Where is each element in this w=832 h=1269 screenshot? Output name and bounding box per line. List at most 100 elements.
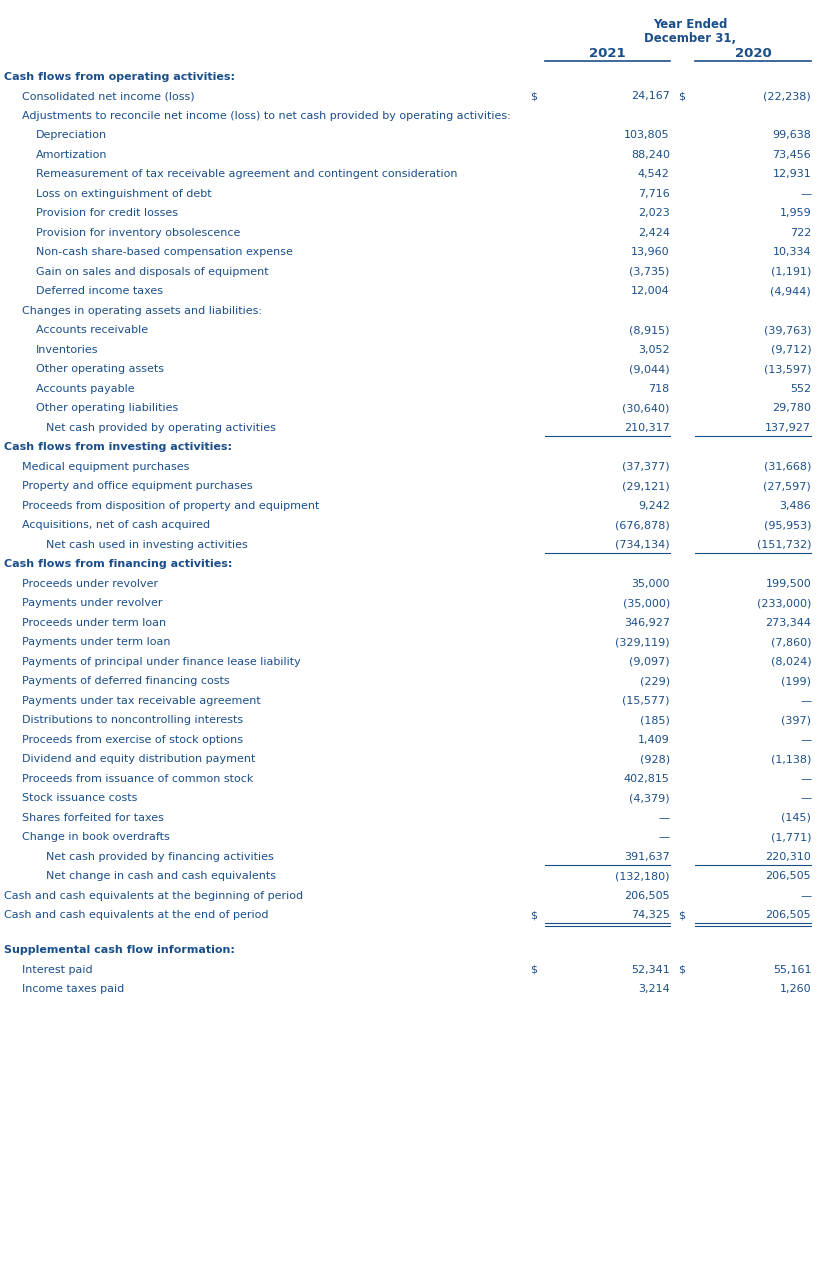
Text: Cash flows from investing activities:: Cash flows from investing activities:	[4, 443, 232, 452]
Text: Proceeds from disposition of property and equipment: Proceeds from disposition of property an…	[22, 501, 319, 510]
Text: (734,134): (734,134)	[615, 539, 670, 549]
Text: 718: 718	[648, 383, 670, 393]
Text: (1,771): (1,771)	[770, 832, 811, 843]
Text: Interest paid: Interest paid	[22, 964, 92, 975]
Text: —: —	[800, 891, 811, 901]
Text: Net cash provided by financing activities: Net cash provided by financing activitie…	[46, 851, 274, 862]
Text: Acquisitions, net of cash acquired: Acquisitions, net of cash acquired	[22, 520, 210, 530]
Text: (151,732): (151,732)	[756, 539, 811, 549]
Text: December 31,: December 31,	[645, 32, 736, 44]
Text: (9,097): (9,097)	[629, 657, 670, 666]
Text: (132,180): (132,180)	[615, 872, 670, 881]
Text: 74,325: 74,325	[631, 910, 670, 920]
Text: Other operating assets: Other operating assets	[36, 364, 164, 374]
Text: 4,542: 4,542	[638, 169, 670, 179]
Text: 3,052: 3,052	[638, 345, 670, 355]
Text: 199,500: 199,500	[765, 579, 811, 589]
Text: Medical equipment purchases: Medical equipment purchases	[22, 462, 190, 472]
Text: 3,214: 3,214	[638, 985, 670, 995]
Text: Amortization: Amortization	[36, 150, 107, 160]
Text: 2,424: 2,424	[638, 227, 670, 237]
Text: (145): (145)	[781, 812, 811, 822]
Text: (1,191): (1,191)	[770, 266, 811, 277]
Text: Provision for credit losses: Provision for credit losses	[36, 208, 178, 218]
Text: —: —	[659, 812, 670, 822]
Text: $: $	[678, 964, 685, 975]
Text: Payments of deferred financing costs: Payments of deferred financing costs	[22, 676, 230, 687]
Text: Payments under tax receivable agreement: Payments under tax receivable agreement	[22, 695, 260, 706]
Text: (3,735): (3,735)	[629, 266, 670, 277]
Text: (329,119): (329,119)	[615, 637, 670, 647]
Text: —: —	[659, 832, 670, 843]
Text: Payments under term loan: Payments under term loan	[22, 637, 171, 647]
Text: 210,317: 210,317	[624, 423, 670, 433]
Text: Cash and cash equivalents at the beginning of period: Cash and cash equivalents at the beginni…	[4, 891, 303, 901]
Text: Other operating liabilities: Other operating liabilities	[36, 404, 178, 414]
Text: (9,712): (9,712)	[770, 345, 811, 355]
Text: —: —	[800, 793, 811, 803]
Text: Shares forfeited for taxes: Shares forfeited for taxes	[22, 812, 164, 822]
Text: 35,000: 35,000	[631, 579, 670, 589]
Text: Accounts payable: Accounts payable	[36, 383, 135, 393]
Text: 29,780: 29,780	[772, 404, 811, 414]
Text: 2,023: 2,023	[638, 208, 670, 218]
Text: 13,960: 13,960	[631, 247, 670, 258]
Text: 10,334: 10,334	[773, 247, 811, 258]
Text: (185): (185)	[640, 716, 670, 726]
Text: (15,577): (15,577)	[622, 695, 670, 706]
Text: 137,927: 137,927	[765, 423, 811, 433]
Text: Income taxes paid: Income taxes paid	[22, 985, 124, 995]
Text: (35,000): (35,000)	[622, 598, 670, 608]
Text: Changes in operating assets and liabilities:: Changes in operating assets and liabilit…	[22, 306, 262, 316]
Text: (31,668): (31,668)	[764, 462, 811, 472]
Text: (30,640): (30,640)	[622, 404, 670, 414]
Text: (7,860): (7,860)	[770, 637, 811, 647]
Text: (8,915): (8,915)	[629, 325, 670, 335]
Text: 99,638: 99,638	[772, 131, 811, 141]
Text: (676,878): (676,878)	[615, 520, 670, 530]
Text: (233,000): (233,000)	[757, 598, 811, 608]
Text: 2020: 2020	[735, 47, 771, 60]
Text: Proceeds from exercise of stock options: Proceeds from exercise of stock options	[22, 735, 243, 745]
Text: 12,931: 12,931	[772, 169, 811, 179]
Text: Payments of principal under finance lease liability: Payments of principal under finance leas…	[22, 657, 300, 666]
Text: (22,238): (22,238)	[764, 91, 811, 102]
Text: 206,505: 206,505	[624, 891, 670, 901]
Text: Net cash used in investing activities: Net cash used in investing activities	[46, 539, 248, 549]
Text: —: —	[800, 774, 811, 784]
Text: 52,341: 52,341	[631, 964, 670, 975]
Text: (199): (199)	[781, 676, 811, 687]
Text: 346,927: 346,927	[624, 618, 670, 628]
Text: $: $	[678, 910, 685, 920]
Text: 206,505: 206,505	[765, 872, 811, 881]
Text: Year Ended: Year Ended	[653, 18, 728, 30]
Text: Proceeds from issuance of common stock: Proceeds from issuance of common stock	[22, 774, 254, 784]
Text: (928): (928)	[640, 754, 670, 764]
Text: Cash flows from operating activities:: Cash flows from operating activities:	[4, 72, 235, 81]
Text: Stock issuance costs: Stock issuance costs	[22, 793, 137, 803]
Text: $: $	[530, 910, 537, 920]
Text: 103,805: 103,805	[624, 131, 670, 141]
Text: Remeasurement of tax receivable agreement and contingent consideration: Remeasurement of tax receivable agreemen…	[36, 169, 458, 179]
Text: (95,953): (95,953)	[764, 520, 811, 530]
Text: 1,959: 1,959	[780, 208, 811, 218]
Text: (1,138): (1,138)	[770, 754, 811, 764]
Text: Cash flows from financing activities:: Cash flows from financing activities:	[4, 560, 232, 570]
Text: Payments under revolver: Payments under revolver	[22, 598, 162, 608]
Text: 3,486: 3,486	[780, 501, 811, 510]
Text: $: $	[678, 91, 685, 102]
Text: 1,409: 1,409	[638, 735, 670, 745]
Text: Loss on extinguishment of debt: Loss on extinguishment of debt	[36, 189, 211, 199]
Text: Consolidated net income (loss): Consolidated net income (loss)	[22, 91, 195, 102]
Text: 273,344: 273,344	[765, 618, 811, 628]
Text: (229): (229)	[640, 676, 670, 687]
Text: Accounts receivable: Accounts receivable	[36, 325, 148, 335]
Text: Depreciation: Depreciation	[36, 131, 107, 141]
Text: Non-cash share-based compensation expense: Non-cash share-based compensation expens…	[36, 247, 293, 258]
Text: (8,024): (8,024)	[770, 657, 811, 666]
Text: $: $	[530, 91, 537, 102]
Text: (9,044): (9,044)	[629, 364, 670, 374]
Text: Inventories: Inventories	[36, 345, 98, 355]
Text: 7,716: 7,716	[638, 189, 670, 199]
Text: Supplemental cash flow information:: Supplemental cash flow information:	[4, 945, 235, 956]
